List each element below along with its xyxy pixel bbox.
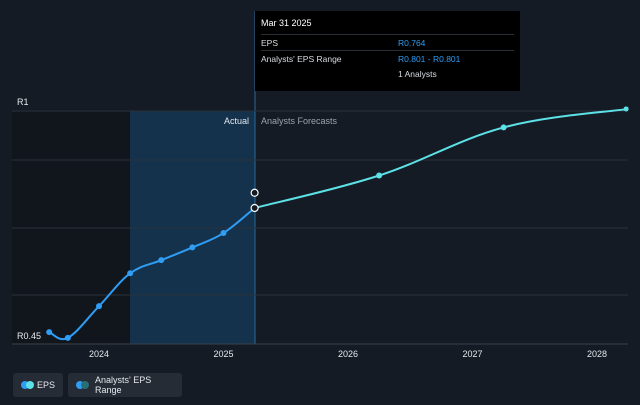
tooltip-eps-value: R0.764 [398,37,426,48]
legend-range-label: Analysts' EPS Range [94,375,152,395]
data-point [46,329,53,336]
x-tick-label: 2027 [462,349,482,359]
x-tick-label: 2024 [89,349,109,359]
data-point [220,230,227,237]
tooltip-row-analysts: 1 Analysts [261,66,514,81]
data-point [158,257,165,264]
tooltip: Mar 31 2025 EPS R0.764 Analysts' EPS Ran… [255,11,520,91]
x-tick-label: 2026 [338,349,358,359]
eps-legend-icon [21,381,34,389]
tooltip-analysts-value: 1 Analysts [398,68,437,79]
grid-lines [12,110,628,345]
legend-eps-label: EPS [36,380,55,390]
data-point [623,106,629,112]
tooltip-row-eps: EPS R0.764 [261,34,514,50]
data-point [127,270,134,277]
tooltip-row-range: Analysts' EPS Range R0.801 - R0.801 [261,50,514,66]
data-point [376,172,383,179]
y-tick-top: R1 [17,97,29,107]
data-point [96,303,102,310]
tooltip-date: Mar 31 2025 [261,18,312,28]
actual-label: Actual [224,116,249,126]
tooltip-range-label: Analysts' EPS Range [261,53,342,64]
x-tick-label: 2025 [213,349,233,359]
tooltip-range-value: R0.801 - R0.801 [398,53,461,64]
legend-eps[interactable]: EPS [13,373,63,397]
series-line-1 [254,107,629,209]
y-tick-bottom: R0.45 [17,331,41,341]
forecast-label: Analysts Forecasts [261,116,338,126]
x-tick-label: 2028 [587,349,607,359]
tooltip-eps-label: EPS [261,37,279,48]
range-marker [250,188,259,197]
data-point [250,203,259,213]
eps-range-legend-icon [76,381,89,389]
legend-eps-range[interactable]: Analysts' EPS Range [68,373,182,397]
data-point [500,124,507,131]
data-point [189,244,196,251]
data-point [64,334,71,341]
